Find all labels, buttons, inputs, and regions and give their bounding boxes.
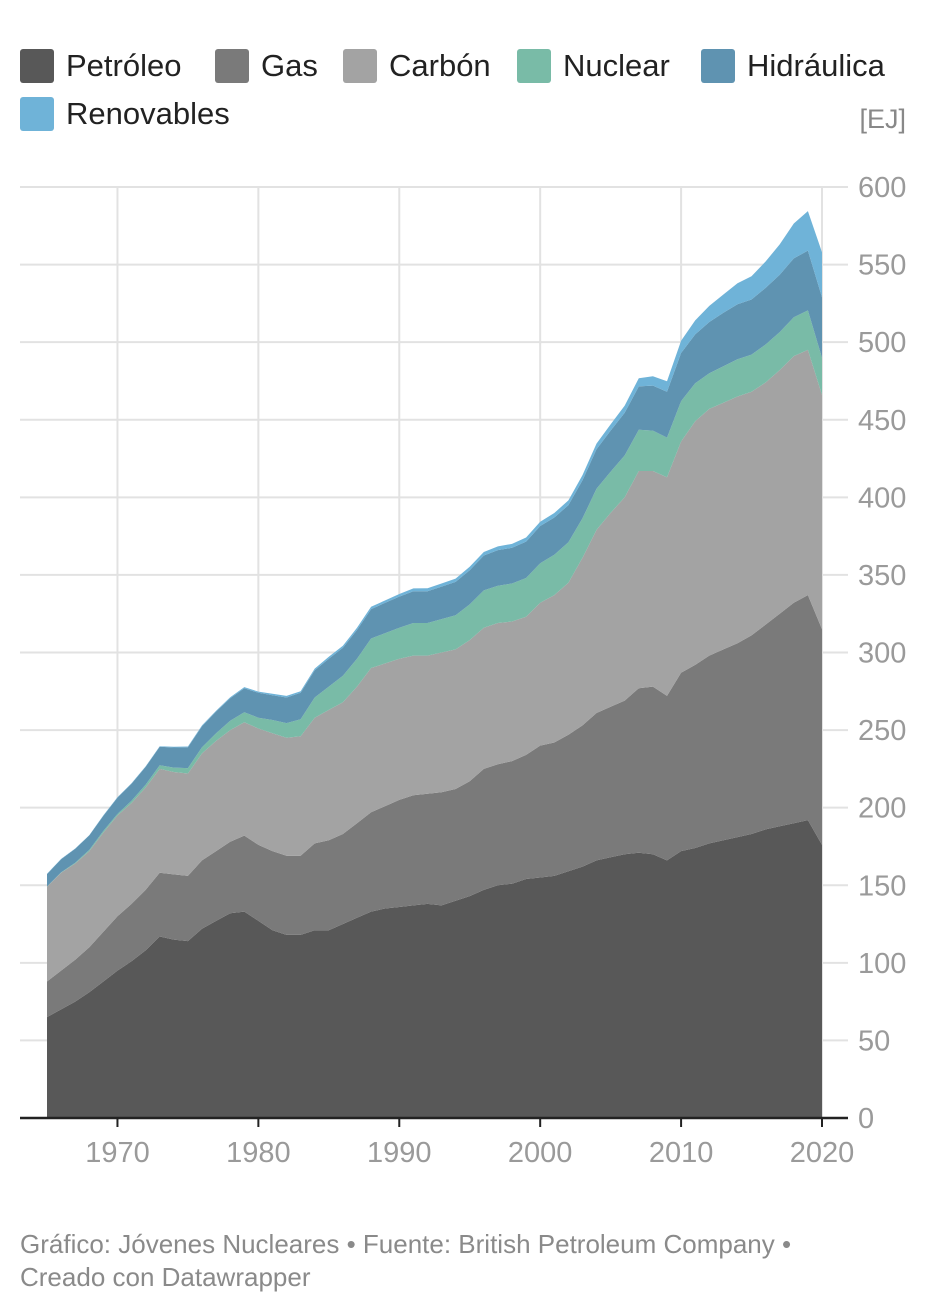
y-tick-label: 250	[858, 715, 906, 747]
legend-label: Petróleo	[66, 48, 182, 83]
legend-label: Carbón	[389, 48, 491, 83]
y-tick-label: 200	[858, 793, 906, 825]
x-tick-label: 2010	[649, 1137, 714, 1169]
area-series-gas	[47, 595, 822, 1018]
y-tick-label: 100	[858, 948, 906, 980]
y-tick-label: 400	[858, 482, 906, 514]
legend-item-petroleo: Petróleo	[20, 48, 181, 84]
area-series-hidraulica	[47, 250, 822, 887]
x-tick-label: 1970	[85, 1137, 150, 1169]
y-tick-label: 500	[858, 327, 906, 359]
footer-credit-line: Gráfico: Jóvenes Nucleares • Fuente: Bri…	[20, 1229, 792, 1259]
area-series-petroleo	[47, 820, 822, 1118]
x-tick-label: 2020	[790, 1137, 855, 1169]
legend-swatch-carbon	[343, 49, 377, 83]
legend-item-nuclear: Nuclear	[517, 48, 670, 84]
x-tick-label: 1980	[226, 1137, 291, 1169]
legend-label: Renovables	[66, 96, 230, 131]
y-tick-label: 450	[858, 405, 906, 437]
legend-swatch-renovables	[20, 97, 54, 131]
area-series-carbon	[47, 349, 822, 982]
y-tick-label: 350	[858, 560, 906, 592]
y-tick-label: 600	[858, 172, 906, 204]
legend-label: Gas	[261, 48, 318, 83]
legend-item-carbon: Carbón	[343, 48, 491, 84]
x-tick-label: 2000	[508, 1137, 573, 1169]
legend-item-gas: Gas	[215, 48, 318, 84]
x-tick-label: 1990	[367, 1137, 432, 1169]
legend-item-renovables: Renovables	[20, 96, 230, 132]
y-tick-label: 0	[858, 1103, 874, 1135]
legend-swatch-hidraulica	[701, 49, 735, 83]
legend-swatch-gas	[215, 49, 249, 83]
chart-footer: Gráfico: Jóvenes Nucleares • Fuente: Bri…	[20, 1228, 920, 1294]
y-tick-label: 50	[858, 1025, 890, 1057]
y-tick-label: 550	[858, 250, 906, 282]
y-axis-unit-label: [EJ]	[859, 104, 906, 134]
legend-swatch-petroleo	[20, 49, 54, 83]
legend-item-hidraulica: Hidráulica	[701, 48, 885, 84]
legend-swatch-nuclear	[517, 49, 551, 83]
stacked-area-chart: 0 50 100 150 200 250 300 350 400 450 500 550 600 1970…	[20, 172, 906, 1169]
legend-label: Nuclear	[563, 48, 670, 83]
footer-tool-line: Creado con Datawrapper	[20, 1262, 311, 1292]
y-tick-label: 150	[858, 870, 906, 902]
legend-label: Hidráulica	[747, 48, 885, 83]
area-series-nuclear	[47, 310, 822, 887]
y-tick-label: 300	[858, 638, 906, 670]
